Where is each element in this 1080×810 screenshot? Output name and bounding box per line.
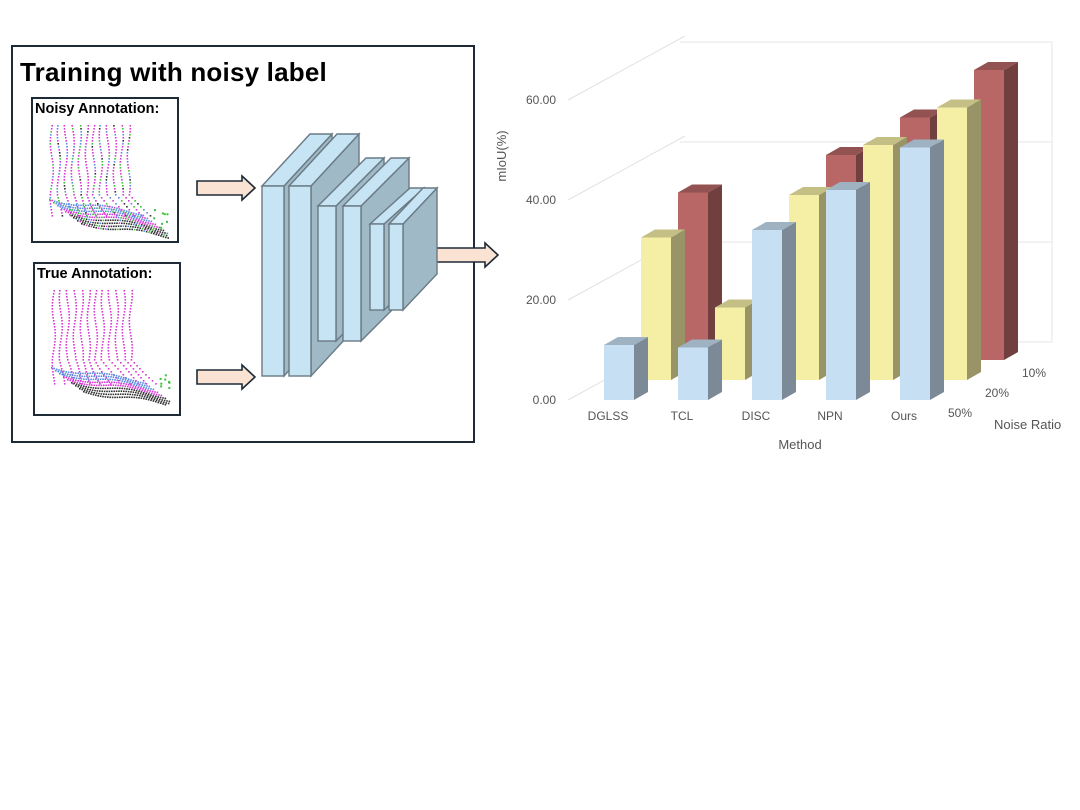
panel-title: Training with noisy label — [20, 57, 327, 87]
noise-ratio-label: 50% — [948, 406, 972, 420]
noise-ratio-label: 20% — [985, 386, 1009, 400]
true-annotation-box: True Annotation: — [33, 262, 181, 416]
gridline — [567, 135, 686, 201]
x-category-label: DISC — [742, 409, 771, 423]
z-axis-title: Noise Ratio — [994, 417, 1061, 432]
arrow-true-to-network — [196, 363, 257, 391]
y-tick-label: 20.00 — [526, 293, 556, 307]
noisy-point-cloud — [49, 125, 169, 239]
bar — [604, 337, 648, 400]
network-layer — [387, 186, 439, 312]
true-annotation-label: True Annotation: — [37, 266, 153, 282]
true-point-cloud — [51, 290, 171, 406]
x-category-label: Ours — [891, 409, 917, 423]
noisy-annotation-label: Noisy Annotation: — [35, 101, 160, 117]
bar — [826, 182, 870, 400]
y-axis-title: mIoU(%) — [494, 130, 509, 181]
noisy-annotation-box: Noisy Annotation: — [31, 97, 179, 243]
noise-ratio-label: 10% — [1022, 366, 1046, 380]
bar — [678, 339, 722, 400]
y-tick-label: 0.00 — [533, 393, 557, 407]
x-category-label: DGLSS — [588, 409, 629, 423]
y-tick-label: 60.00 — [526, 93, 556, 107]
x-category-label: NPN — [817, 409, 842, 423]
bar — [900, 139, 944, 400]
arrow-noisy-to-network — [196, 174, 257, 202]
y-tick-label: 40.00 — [526, 193, 556, 207]
bar — [752, 222, 796, 400]
x-axis-title: Method — [778, 437, 821, 452]
gridline — [567, 35, 686, 101]
x-category-label: TCL — [671, 409, 694, 423]
